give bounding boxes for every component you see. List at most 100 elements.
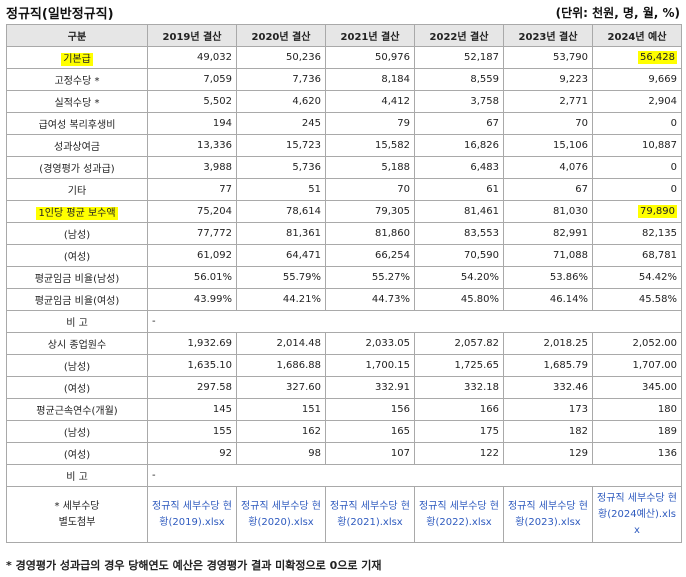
attachment-file-link[interactable]: 정규직 세부수당 현황(2021).xlsx (330, 500, 410, 528)
cell-value: 0 (670, 118, 677, 129)
cell-value: 1,686.88 (276, 360, 321, 371)
attachments-row: * 세부수당 별도첨부 정규직 세부수당 현황(2019).xlsx 정규직 세부수당… (6, 486, 682, 543)
table-cell: 332.18 (414, 376, 504, 399)
cell-value: 15,723 (286, 140, 321, 151)
table-row: 비 고- (6, 310, 682, 333)
row-label: 1인당 평균 보수액 (6, 200, 148, 223)
cell-value: 7,736 (292, 74, 321, 85)
table-cell: 3,988 (147, 156, 237, 179)
cell-value: 2,771 (559, 96, 588, 107)
row-label-text: 기타 (67, 186, 87, 197)
table-cell: 155 (147, 420, 237, 443)
table-cell: 1,932.69 (147, 332, 237, 355)
cell-value: 7,059 (203, 74, 232, 85)
cell-value: 45.58% (638, 294, 677, 305)
table-cell: 44.73% (325, 288, 415, 311)
table-cell: 327.60 (236, 376, 326, 399)
table-cell: 166 (414, 398, 504, 421)
table-row: 상시 종업원수 1,932.69 2,014.48 2,033.05 2,057.82 2… (6, 332, 682, 355)
table-cell: 0 (592, 112, 682, 135)
cell-value: 77,772 (197, 228, 232, 239)
cell-value: 82,991 (553, 228, 588, 239)
table-cell: 165 (325, 420, 415, 443)
attachment-file-link[interactable]: 정규직 세부수당 현황(2024예산).xlsx (597, 492, 677, 536)
table-cell: 2,014.48 (236, 332, 326, 355)
table-cell: 1,635.10 (147, 354, 237, 377)
table-cell: 52,187 (414, 46, 504, 69)
row-label: (남성) (6, 222, 148, 245)
table-cell: 7,736 (236, 68, 326, 91)
cell-value: 68,781 (642, 250, 677, 261)
table-cell: 50,236 (236, 46, 326, 69)
cell-value: 156 (390, 404, 410, 415)
table-cell: 175 (414, 420, 504, 443)
column-header: 2019년 결산 (147, 24, 237, 47)
row-label: 상시 종업원수 (6, 332, 148, 355)
cell-value: 2,018.25 (543, 338, 588, 349)
cell-value: 2,033.05 (365, 338, 410, 349)
column-header: 2021년 결산 (325, 24, 415, 47)
table-cell: 145 (147, 398, 237, 421)
table-cell: 182 (503, 420, 593, 443)
cell-value: 1,700.15 (365, 360, 410, 371)
cell-value: 77 (219, 184, 232, 195)
cell-value: 0 (670, 184, 677, 195)
table-cell: 107 (325, 442, 415, 465)
table-row: 기타 77 51 70 61 67 0 (6, 178, 682, 201)
cell-value: 9,223 (559, 74, 588, 85)
cell-value: 79,305 (375, 206, 410, 217)
cell-value: 55.79% (282, 272, 321, 283)
cell-value: 43.99% (193, 294, 232, 305)
attachment-file-link[interactable]: 정규직 세부수당 현황(2019).xlsx (152, 500, 232, 528)
row-label-text: 기본급 (61, 53, 93, 66)
table-row: 실적수당 * 5,502 4,620 4,412 3,758 2,771 2,904 (6, 90, 682, 113)
attachment-file-link[interactable]: 정규직 세부수당 현황(2020).xlsx (241, 500, 321, 528)
attachment-cell: 정규직 세부수당 현황(2024예산).xlsx (592, 486, 682, 543)
cell-value: 56,428 (638, 51, 677, 64)
table-cell: 136 (592, 442, 682, 465)
table-cell: 8,559 (414, 68, 504, 91)
cell-value: 180 (657, 404, 677, 415)
table-cell: 1,707.00 (592, 354, 682, 377)
row-label: (여성) (6, 442, 148, 465)
cell-value: 67 (486, 118, 499, 129)
cell-value: 71,088 (553, 250, 588, 261)
table-cell: 92 (147, 442, 237, 465)
table-cell: 189 (592, 420, 682, 443)
table-cell: 82,991 (503, 222, 593, 245)
cell-value: 0 (670, 162, 677, 173)
table-row: 고정수당 * 7,059 7,736 8,184 8,559 9,223 9,669 (6, 68, 682, 91)
cell-value: 44.21% (282, 294, 321, 305)
table-header-bar: 정규직(일반정규직) (단위: 천원, 명, 월, %) (0, 0, 686, 24)
table-cell: 15,723 (236, 134, 326, 157)
table-cell: 1,685.79 (503, 354, 593, 377)
table-cell: 81,461 (414, 200, 504, 223)
cell-value: 52,187 (464, 52, 499, 63)
table-cell: 0 (592, 178, 682, 201)
cell-value: 2,014.48 (276, 338, 321, 349)
cell-value: 50,236 (286, 52, 321, 63)
cell-value: 332.18 (464, 382, 499, 393)
cell-value: 8,184 (381, 74, 410, 85)
cell-value: 79 (397, 118, 410, 129)
cell-value: 61,092 (197, 250, 232, 261)
attachment-file-link[interactable]: 정규직 세부수당 현황(2022).xlsx (419, 500, 499, 528)
table-row: 급여성 복리후생비 194 245 79 67 70 0 (6, 112, 682, 135)
table-cell: 122 (414, 442, 504, 465)
table-cell: 49,032 (147, 46, 237, 69)
table-cell: 78,614 (236, 200, 326, 223)
cell-value: 67 (575, 184, 588, 195)
cell-value: 3,758 (470, 96, 499, 107)
row-label: (경영평가 성과급) (6, 156, 148, 179)
table-cell: 1,725.65 (414, 354, 504, 377)
cell-value: 54.20% (460, 272, 499, 283)
cell-value: 70 (397, 184, 410, 195)
row-label-text: 상시 종업원수 (47, 340, 107, 351)
table-cell: 81,361 (236, 222, 326, 245)
table-cell: 332.46 (503, 376, 593, 399)
cell-value: 79,890 (638, 205, 677, 218)
row-label-text: 비 고 (66, 472, 88, 483)
attachment-file-link[interactable]: 정규직 세부수당 현황(2023).xlsx (508, 500, 588, 528)
remark-cell: - (147, 310, 682, 333)
cell-value: 10,887 (642, 140, 677, 151)
